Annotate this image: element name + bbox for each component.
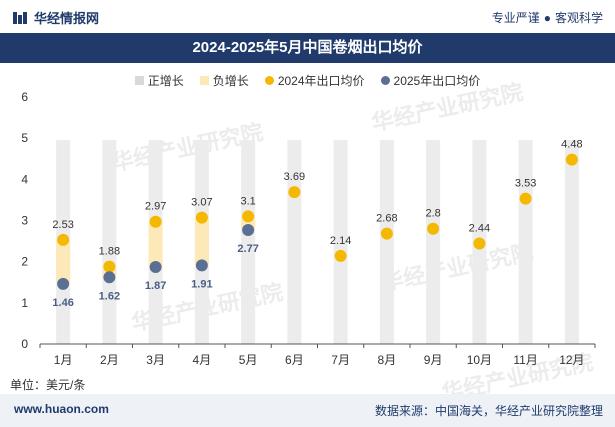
x-tick-label: 12月 xyxy=(559,353,584,367)
x-tick-label: 1月 xyxy=(54,353,73,367)
legend-swatch-2024 xyxy=(264,75,274,85)
x-tick-label: 5月 xyxy=(239,353,258,367)
point-2024 xyxy=(427,222,440,235)
point-2024 xyxy=(242,210,255,223)
point-2025 xyxy=(242,223,255,236)
data-label-2024: 1.88 xyxy=(99,246,120,258)
y-tick-label: 4 xyxy=(21,172,28,186)
slogan-separator: ● xyxy=(543,11,551,25)
legend-label: 2024年出口均价 xyxy=(277,73,365,88)
data-label-2025: 1.91 xyxy=(191,278,212,290)
y-tick-label: 3 xyxy=(21,214,28,228)
legend-item-negative: 负增长 xyxy=(199,72,249,89)
data-label-2024: 3.69 xyxy=(284,171,305,183)
legend-swatch-negative xyxy=(199,75,209,85)
point-2024 xyxy=(57,233,70,246)
data-label-2025: 1.62 xyxy=(99,290,120,302)
point-2024 xyxy=(565,153,578,166)
change-band xyxy=(148,221,163,268)
data-label-2025: 1.46 xyxy=(52,297,73,309)
data-label-2024: 2.97 xyxy=(145,201,166,213)
column-band xyxy=(426,140,441,344)
data-label-2025: 1.87 xyxy=(145,280,166,292)
data-source: 数据来源：中国海关，华经产业研究院整理 xyxy=(374,404,603,418)
legend-item-2024: 2024年出口均价 xyxy=(264,72,365,89)
unit-label: 单位：美元/条 xyxy=(10,378,86,392)
point-2024 xyxy=(288,186,301,199)
legend-label: 正增长 xyxy=(147,73,184,88)
slogan-right: 客观科学 xyxy=(554,11,603,25)
change-band xyxy=(194,217,209,266)
column-band xyxy=(333,140,348,344)
site-url: www.huaon.com xyxy=(14,402,109,416)
point-2025 xyxy=(103,271,116,284)
top-bar: 华经情报网 专业严谨 ● 客观科学 xyxy=(0,0,615,33)
x-tick-label: 2月 xyxy=(100,353,119,367)
legend-label: 2025年出口均价 xyxy=(393,73,481,88)
data-label-2024: 3.53 xyxy=(515,178,536,190)
data-label-2024: 3.1 xyxy=(240,195,255,207)
logo: 华经情报网 xyxy=(12,8,99,27)
point-2025 xyxy=(195,259,208,272)
data-label-2024: 3.07 xyxy=(191,197,212,209)
x-tick-label: 10月 xyxy=(467,353,492,367)
column-band xyxy=(102,140,117,344)
data-label-2024: 2.44 xyxy=(469,223,490,235)
legend-swatch-positive xyxy=(134,75,144,85)
y-tick-label: 5 xyxy=(21,131,28,145)
point-2025 xyxy=(149,261,162,274)
point-2024 xyxy=(334,249,347,262)
y-tick-label: 2 xyxy=(21,255,28,269)
column-band xyxy=(564,140,579,344)
legend-item-2025: 2025年出口均价 xyxy=(380,72,481,89)
logo-text: 华经情报网 xyxy=(34,11,100,26)
y-tick-label: 6 xyxy=(21,90,28,104)
change-band xyxy=(56,239,71,284)
title-bar: 2024-2025年5月中国卷烟出口均价 xyxy=(0,33,615,63)
legend-item-positive: 正增长 xyxy=(134,72,184,89)
data-label-2024: 2.8 xyxy=(425,208,440,220)
point-2025 xyxy=(57,277,70,290)
x-tick-label: 8月 xyxy=(378,353,397,367)
point-2024 xyxy=(103,260,116,273)
data-label-2024: 2.68 xyxy=(376,213,397,225)
column-band xyxy=(241,140,256,344)
point-2024 xyxy=(195,211,208,224)
x-tick-label: 9月 xyxy=(424,353,443,367)
y-tick-label: 1 xyxy=(21,296,28,310)
slogan-left: 专业严谨 xyxy=(491,11,540,25)
slogan: 专业严谨 ● 客观科学 xyxy=(492,9,603,26)
data-label-2024: 2.14 xyxy=(330,235,351,247)
column-band xyxy=(518,140,533,344)
legend: 正增长 负增长 2024年出口均价 2025年出口均价 xyxy=(0,70,615,90)
footer: www.huaon.com 数据来源：中国海关，华经产业研究院整理 xyxy=(0,394,615,427)
x-tick-label: 3月 xyxy=(146,353,165,367)
x-tick-label: 7月 xyxy=(331,353,350,367)
point-2024 xyxy=(519,192,532,205)
data-label-2024: 2.53 xyxy=(52,219,73,231)
data-label-2025: 2.77 xyxy=(237,243,258,255)
logo-icon xyxy=(13,11,27,24)
x-tick-label: 4月 xyxy=(193,353,212,367)
chart-title: 2024-2025年5月中国卷烟出口均价 xyxy=(192,39,423,56)
point-2024 xyxy=(149,215,162,228)
x-tick-label: 6月 xyxy=(285,353,304,367)
point-2024 xyxy=(473,237,486,250)
legend-swatch-2025 xyxy=(380,75,390,85)
point-2024 xyxy=(380,227,393,240)
column-band xyxy=(379,140,394,344)
legend-label: 负增长 xyxy=(212,73,249,88)
x-tick-label: 11月 xyxy=(513,353,537,367)
chart-area: 0 1 2 3 4 5 6 1月 2月 3月 4月 5月 6月 7月 8月 9月 10月 11月 12月 2.53 1.… xyxy=(21,90,596,367)
data-label-2024: 4.48 xyxy=(561,139,582,151)
y-tick-label: 0 xyxy=(21,337,28,351)
